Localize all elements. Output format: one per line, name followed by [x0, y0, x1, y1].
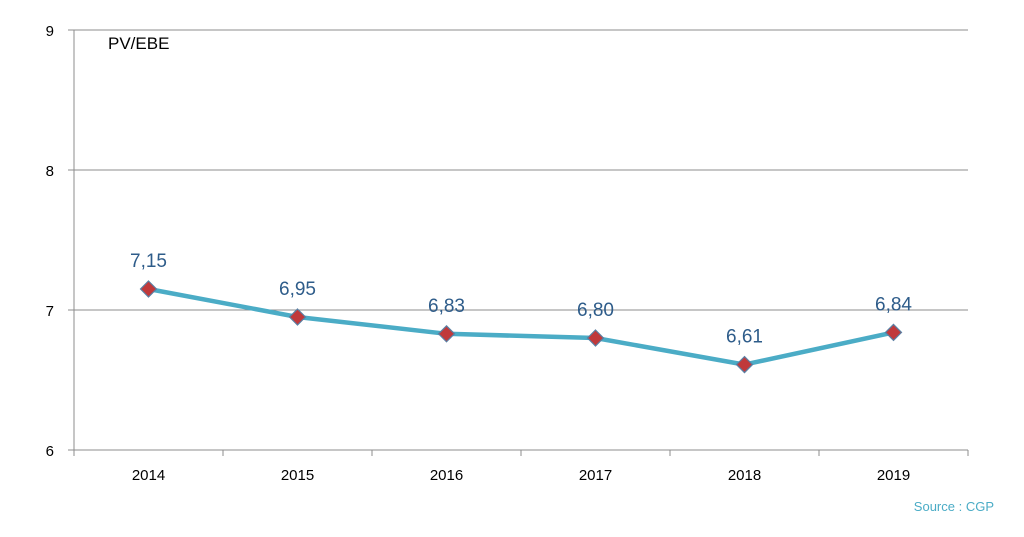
- data-label: 6,95: [279, 279, 316, 300]
- x-tick-label: 2016: [430, 467, 463, 484]
- y-tick-label: 7: [46, 303, 54, 320]
- y-tick-label: 9: [46, 23, 54, 40]
- x-tick-label: 2014: [132, 467, 165, 484]
- data-label: 6,83: [428, 296, 465, 317]
- x-tick-labels: 2014 2015 2016 2017 2018 2019: [132, 467, 910, 484]
- source-note: Source : CGP: [913, 499, 994, 514]
- y-tick-labels: 6 7 8 9: [46, 23, 54, 460]
- series-line-path: [146, 286, 896, 367]
- x-tick-label: 2015: [281, 467, 314, 484]
- data-labels: 7,15 6,95 6,83 6,80 6,61 6,84: [130, 251, 912, 348]
- axes: [68, 29, 969, 456]
- x-tick-label: 2019: [877, 467, 910, 484]
- data-point-marker: [139, 280, 158, 298]
- data-label: 6,61: [726, 327, 763, 348]
- data-markers: [139, 280, 903, 374]
- series-line: [146, 286, 896, 367]
- x-tick-label: 2017: [579, 467, 612, 484]
- data-label: 6,84: [875, 294, 912, 315]
- data-label: 7,15: [130, 251, 167, 272]
- data-label: 6,80: [577, 300, 614, 321]
- data-point-marker: [884, 323, 903, 342]
- gridlines: [74, 29, 968, 311]
- x-tick-label: 2018: [728, 467, 761, 484]
- y-axis-label: PV/EBE: [108, 34, 169, 53]
- y-tick-label: 6: [46, 443, 54, 460]
- data-point-marker: [437, 324, 456, 343]
- data-point-marker: [586, 329, 605, 347]
- data-point-marker: [288, 308, 307, 326]
- data-point-marker: [735, 355, 754, 374]
- y-tick-label: 8: [46, 163, 54, 180]
